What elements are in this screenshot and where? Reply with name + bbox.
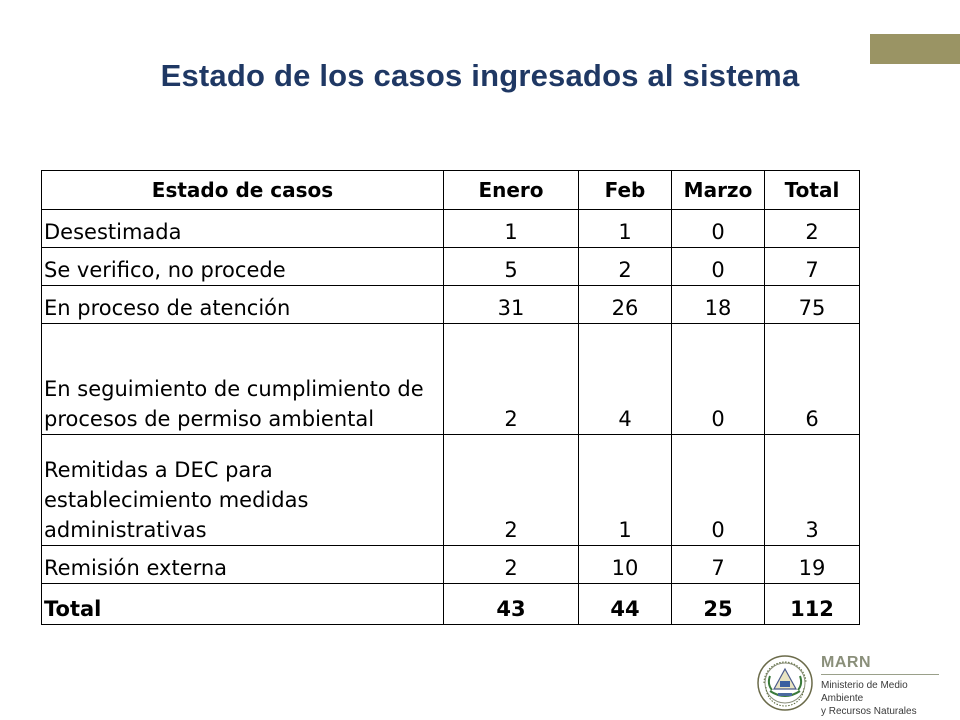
row-state: En seguimiento de cumplimiento de proces… xyxy=(41,323,444,435)
row-enero: 2 xyxy=(443,323,579,435)
table-row: En proceso de atención 31 26 18 75 xyxy=(41,285,860,324)
row-state: En proceso de atención xyxy=(41,285,444,324)
total-total: 112 xyxy=(764,583,860,625)
corner-accent-bar xyxy=(870,34,960,64)
header-feb: Feb xyxy=(578,170,672,210)
row-enero: 31 xyxy=(443,285,579,324)
cases-table: Estado de casos Enero Feb Marzo Total De… xyxy=(41,170,860,625)
row-state: Remisión externa xyxy=(41,545,444,584)
header-total: Total xyxy=(764,170,860,210)
total-label: Total xyxy=(41,583,444,625)
row-total: 19 xyxy=(764,545,860,584)
header-estado: Estado de casos xyxy=(41,170,444,210)
brand-subtitle: Ministerio de Medio Ambiente y Recursos … xyxy=(821,679,946,718)
brand-name: MARN xyxy=(821,654,871,671)
row-state: Remitidas a DEC para establecimiento med… xyxy=(41,434,444,546)
row-enero: 2 xyxy=(443,434,579,546)
table-row: Remisión externa 2 10 7 19 xyxy=(41,545,860,584)
total-enero: 43 xyxy=(443,583,579,625)
table-row: Remitidas a DEC para establecimiento med… xyxy=(41,434,860,546)
marn-logo: MARN Ministerio de Medio Ambiente y Recu… xyxy=(756,654,946,718)
table-row: En seguimiento de cumplimiento de proces… xyxy=(41,323,860,435)
table-row: Se verifico, no procede 5 2 0 7 xyxy=(41,247,860,286)
row-enero: 5 xyxy=(443,247,579,286)
row-marzo: 0 xyxy=(671,323,765,435)
brand-subtitle-line2: y Recursos Naturales xyxy=(821,706,917,717)
row-state: Se verifico, no procede xyxy=(41,247,444,286)
total-marzo: 25 xyxy=(671,583,765,625)
slide-title: Estado de los casos ingresados al sistem… xyxy=(160,58,800,93)
row-marzo: 0 xyxy=(671,434,765,546)
brand-divider xyxy=(821,674,939,675)
row-total: 3 xyxy=(764,434,860,546)
row-feb: 4 xyxy=(578,323,672,435)
row-feb: 26 xyxy=(578,285,672,324)
header-enero: Enero xyxy=(443,170,579,210)
header-marzo: Marzo xyxy=(671,170,765,210)
row-feb: 2 xyxy=(578,247,672,286)
table-header-row: Estado de casos Enero Feb Marzo Total xyxy=(41,170,860,210)
row-marzo: 7 xyxy=(671,545,765,584)
row-total: 6 xyxy=(764,323,860,435)
row-feb: 10 xyxy=(578,545,672,584)
row-feb: 1 xyxy=(578,209,672,248)
row-feb: 1 xyxy=(578,434,672,546)
row-total: 2 xyxy=(764,209,860,248)
table-row: Desestimada 1 1 0 2 xyxy=(41,209,860,248)
row-state: Desestimada xyxy=(41,209,444,248)
row-marzo: 18 xyxy=(671,285,765,324)
el-salvador-coat-of-arms-icon xyxy=(757,655,813,711)
row-marzo: 0 xyxy=(671,247,765,286)
row-marzo: 0 xyxy=(671,209,765,248)
table-total-row: Total 43 44 25 112 xyxy=(41,583,860,625)
brand-subtitle-line1: Ministerio de Medio Ambiente xyxy=(821,680,908,704)
row-enero: 2 xyxy=(443,545,579,584)
row-enero: 1 xyxy=(443,209,579,248)
row-total: 75 xyxy=(764,285,860,324)
row-total: 7 xyxy=(764,247,860,286)
total-feb: 44 xyxy=(578,583,672,625)
